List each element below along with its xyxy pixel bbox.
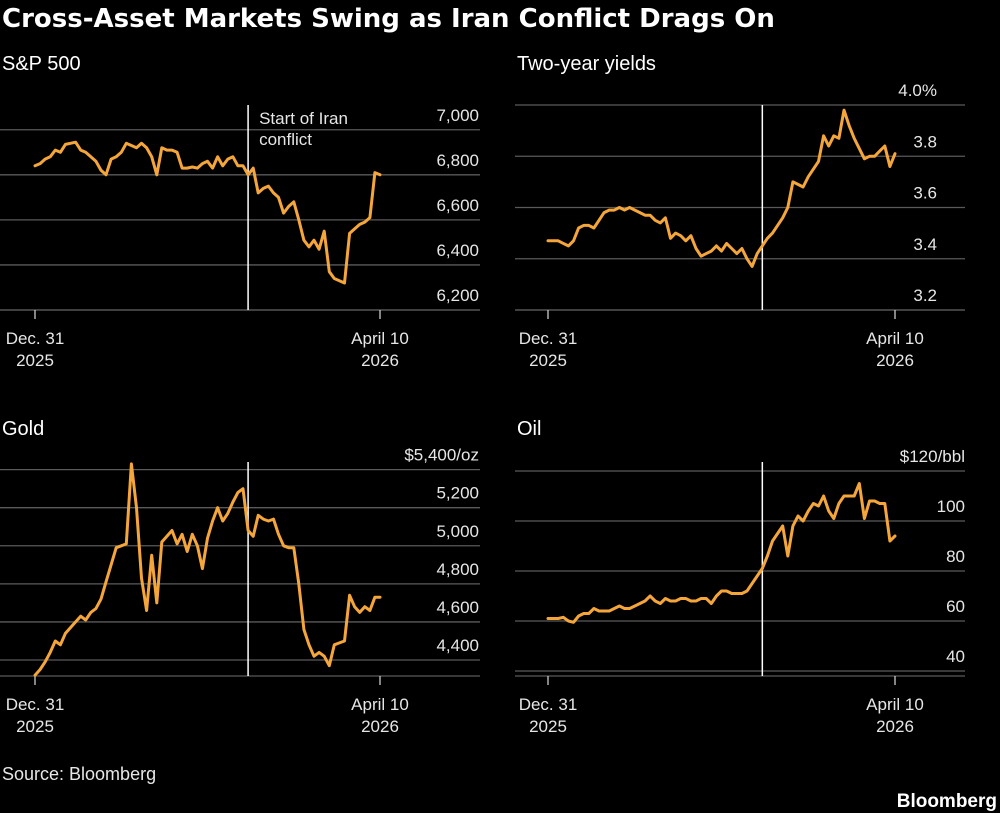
y-tick-label: 3.4 [913,235,937,254]
y-tick-label: 4,400 [436,636,479,655]
source-note: Source: Bloomberg [2,764,156,784]
panel-title: S&P 500 [2,53,81,75]
brand: Bloomberg [897,791,997,812]
y-tick-label: $120/bbl [900,447,965,466]
panel-title: Oil [517,418,541,440]
x-tick-label: 2025 [16,351,54,370]
y-tick-label: 3.2 [913,286,937,305]
y-tick-label: 4.0% [898,81,937,100]
x-tick-label: 2025 [529,351,567,370]
y-tick-label: 6,200 [436,286,479,305]
annotation: Start of Iran [259,109,348,128]
y-tick-label: 6,400 [436,241,479,260]
x-tick-label: April 10 [866,329,924,348]
y-tick-label: $5,400/oz [404,446,479,465]
x-tick-label: 2026 [876,351,914,370]
x-tick-label: Dec. 31 [6,329,65,348]
y-tick-label: 5,200 [436,484,479,503]
x-tick-label: 2026 [361,717,399,736]
x-tick-label: 2026 [876,717,914,736]
x-tick-label: 2025 [529,717,567,736]
data-line [546,482,897,624]
x-tick-label: 2026 [361,351,399,370]
x-tick-label: 2025 [16,717,54,736]
x-tick-label: April 10 [866,695,924,714]
annotation: conflict [259,130,312,149]
y-tick-label: 100 [937,497,965,516]
x-tick-label: Dec. 31 [519,695,578,714]
x-tick-label: April 10 [351,695,409,714]
panel-title: Gold [2,418,44,440]
y-tick-label: 6,800 [436,151,479,170]
page-title: Cross-Asset Markets Swing as Iran Confli… [2,4,775,34]
y-tick-label: 4,600 [436,598,479,617]
y-tick-label: 5,000 [436,522,479,541]
y-tick-label: 3.6 [913,184,937,203]
y-tick-label: 4,800 [436,560,479,579]
data-line [33,462,382,677]
x-tick-label: April 10 [351,329,409,348]
data-line [546,108,897,268]
y-tick-label: 3.8 [913,132,937,151]
data-line [33,140,382,285]
y-tick-label: 60 [946,597,965,616]
x-tick-label: Dec. 31 [519,329,578,348]
y-tick-label: 80 [946,547,965,566]
y-tick-label: 40 [946,647,965,666]
panel-title: Two-year yields [517,53,656,75]
y-tick-label: 7,000 [436,106,479,125]
y-tick-label: 6,600 [436,196,479,215]
x-tick-label: Dec. 31 [6,695,65,714]
